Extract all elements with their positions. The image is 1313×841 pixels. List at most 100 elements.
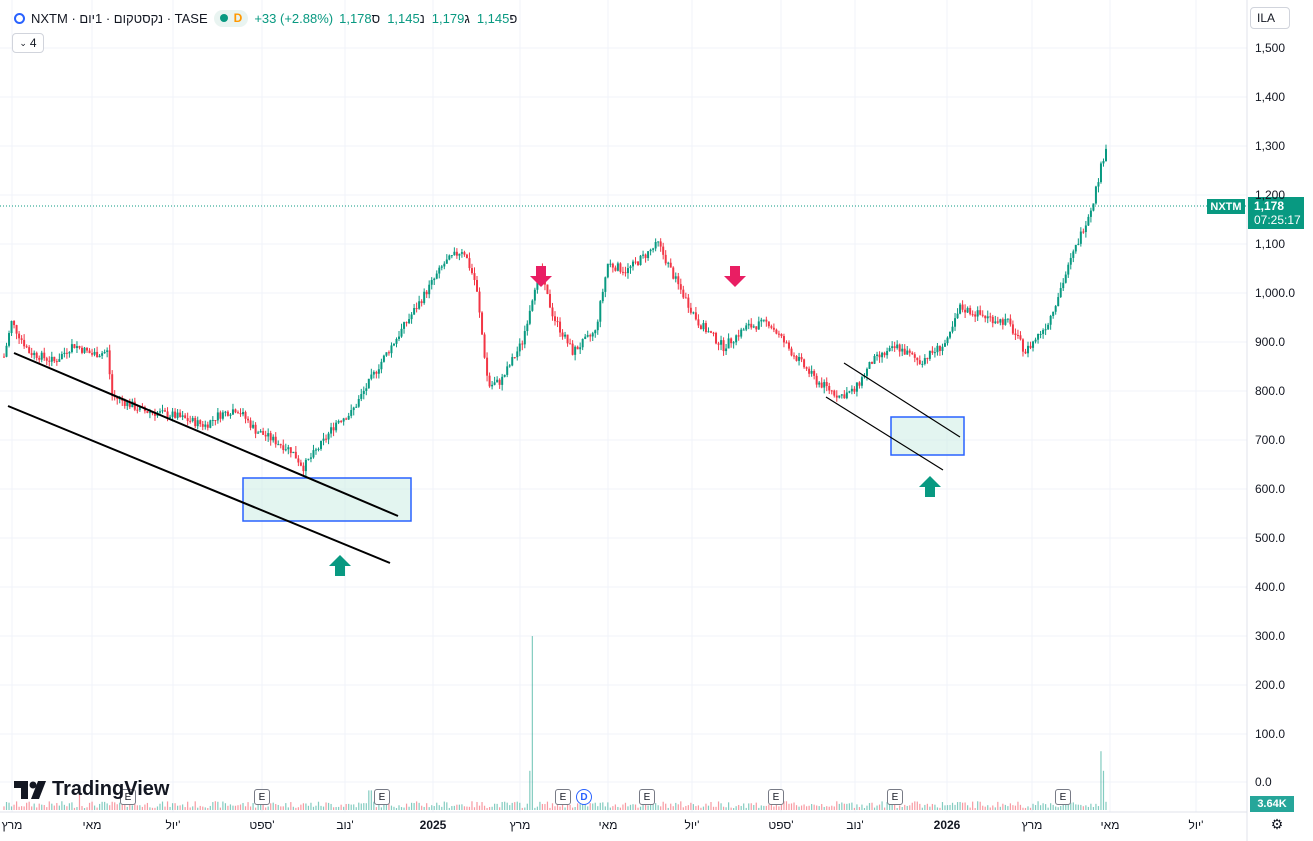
volume-bar bbox=[800, 805, 803, 810]
volume-bar bbox=[383, 802, 385, 810]
consolidation-box-1[interactable] bbox=[242, 477, 412, 522]
candle-body bbox=[357, 398, 360, 407]
volume-bar bbox=[438, 805, 440, 810]
candle-body bbox=[418, 301, 421, 309]
volume-bar bbox=[453, 805, 455, 810]
volume-bar bbox=[290, 802, 292, 810]
volume-bar bbox=[483, 805, 486, 810]
down-arrow-icon[interactable] bbox=[530, 266, 552, 287]
indicators-count: 4 bbox=[29, 36, 37, 50]
volume-bar bbox=[566, 802, 569, 810]
wedge-lower-line[interactable] bbox=[825, 396, 944, 471]
candle-body bbox=[949, 331, 952, 338]
volume-bar bbox=[936, 807, 939, 810]
volume-bar bbox=[982, 805, 984, 810]
up-arrow-icon[interactable] bbox=[919, 476, 941, 497]
candle-body bbox=[757, 321, 760, 330]
chart-grid bbox=[0, 0, 1247, 812]
currency-selector[interactable]: ILA bbox=[1250, 7, 1290, 29]
earnings-event-badge[interactable]: E bbox=[120, 789, 136, 805]
volume-bar bbox=[504, 801, 506, 810]
wedge-upper-line[interactable] bbox=[843, 362, 961, 438]
candle-body bbox=[813, 370, 816, 376]
candle-body bbox=[614, 267, 617, 271]
channel-upper-line[interactable] bbox=[13, 352, 399, 517]
volume-bar bbox=[873, 807, 876, 810]
candle-body bbox=[395, 338, 398, 344]
volume-bar bbox=[443, 801, 445, 810]
x-axis-tick-label: מאי bbox=[82, 818, 102, 832]
candle-body bbox=[438, 267, 441, 274]
candle-body bbox=[604, 277, 607, 292]
candle-body bbox=[302, 465, 305, 472]
earnings-event-badge[interactable]: E bbox=[254, 789, 270, 805]
candle-body bbox=[574, 346, 577, 355]
symbol-title[interactable]: NXTM · נקסטקום · 1יום · TASE bbox=[31, 10, 208, 26]
candle-body bbox=[503, 374, 506, 377]
volume-bar bbox=[848, 803, 850, 810]
volume-bar bbox=[109, 805, 111, 810]
chart-settings-gear-icon[interactable]: ⚙ bbox=[1270, 816, 1284, 832]
channel-lower-line[interactable] bbox=[7, 405, 391, 564]
candle-body bbox=[297, 458, 300, 463]
candle-body bbox=[342, 418, 345, 422]
consolidation-box-2[interactable] bbox=[890, 416, 965, 456]
earnings-event-badge[interactable]: E bbox=[887, 789, 903, 805]
candle-body bbox=[101, 353, 104, 356]
candle-body bbox=[450, 255, 453, 257]
volume-bar bbox=[712, 806, 715, 810]
earnings-event-badge[interactable]: E bbox=[374, 789, 390, 805]
candle-body bbox=[561, 332, 564, 337]
candle-body bbox=[631, 261, 634, 267]
earnings-event-badge[interactable]: E bbox=[768, 789, 784, 805]
candle-body bbox=[858, 382, 861, 386]
market-status-pill[interactable]: D bbox=[213, 9, 249, 27]
earnings-event-badge[interactable]: E bbox=[639, 789, 655, 805]
volume-bar bbox=[403, 807, 405, 810]
volume-bar bbox=[994, 807, 996, 810]
down-arrow-icon[interactable] bbox=[724, 266, 746, 287]
candle-body bbox=[1042, 329, 1045, 334]
volume-bar bbox=[514, 802, 516, 810]
indicators-collapse-button[interactable]: ⌄ 4 bbox=[12, 33, 44, 53]
volume-bar bbox=[644, 801, 647, 810]
candle-body bbox=[850, 388, 853, 392]
candle-body bbox=[1024, 351, 1027, 354]
dividend-event-badge[interactable]: D bbox=[576, 789, 592, 805]
earnings-event-badge[interactable]: E bbox=[555, 789, 571, 805]
y-axis-tick-label: 1,400 bbox=[1255, 90, 1286, 104]
volume-bar bbox=[1070, 802, 1072, 810]
volume-bar bbox=[56, 802, 58, 810]
volume-bar bbox=[609, 807, 611, 810]
volume-bar bbox=[554, 806, 556, 810]
volume-bar bbox=[68, 803, 71, 810]
volume-bar bbox=[330, 803, 332, 810]
up-arrow-icon[interactable] bbox=[329, 555, 351, 576]
volume-bar bbox=[1034, 805, 1037, 810]
volume-bar bbox=[252, 803, 254, 810]
y-axis-tick-label: 1,000.0 bbox=[1255, 286, 1296, 300]
volume-bar bbox=[10, 806, 13, 810]
volume-bar bbox=[657, 805, 659, 810]
volume-bar bbox=[634, 804, 637, 810]
candle-body bbox=[936, 345, 939, 353]
volume-bar bbox=[239, 804, 242, 810]
y-axis-tick-label: 700.0 bbox=[1255, 433, 1286, 447]
volume-bar bbox=[811, 804, 813, 810]
last-price: 1,178 bbox=[1254, 199, 1285, 213]
volume-bar bbox=[891, 804, 893, 810]
volume-bar bbox=[728, 802, 730, 810]
candle-body bbox=[800, 357, 803, 360]
candle-body bbox=[848, 391, 851, 393]
volume-bar bbox=[750, 803, 752, 810]
candle-body bbox=[123, 400, 126, 406]
volume-bar bbox=[675, 802, 677, 810]
volume-bar bbox=[345, 803, 347, 810]
candle-body bbox=[715, 332, 718, 344]
earnings-event-badge[interactable]: E bbox=[1055, 789, 1071, 805]
tradingview-logo[interactable]: TradingView bbox=[14, 778, 169, 801]
candle-body bbox=[35, 352, 38, 358]
candle-body bbox=[521, 343, 524, 345]
volume-bar bbox=[66, 806, 68, 810]
